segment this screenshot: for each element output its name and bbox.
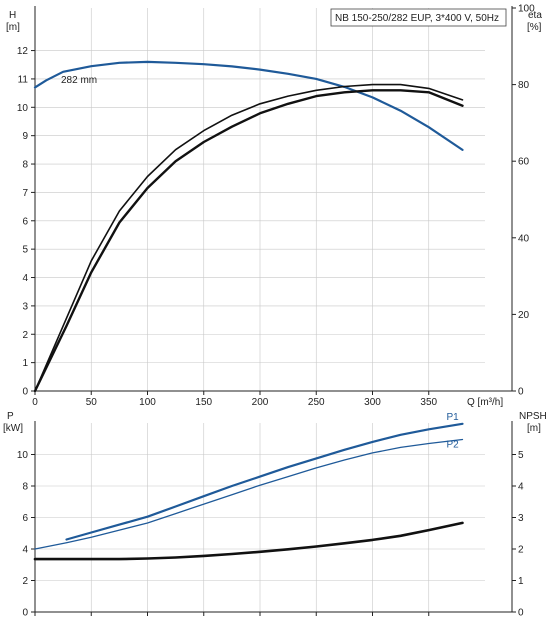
right-tick-label: 0	[518, 387, 524, 398]
x-tick-label: 150	[195, 397, 212, 408]
x-tick-label: 350	[420, 397, 437, 408]
model-label-frame	[330, 8, 507, 27]
x-tick-label: 300	[364, 397, 381, 408]
left-tick-label: 4	[22, 273, 28, 284]
npsh-axis-title: NPSH	[519, 411, 547, 422]
left-tick-label: 0	[22, 387, 28, 398]
eta-axis-unit: [%]	[527, 22, 542, 33]
series-p2-label: P2	[447, 440, 460, 451]
bottom-series: P1 P2	[33, 412, 464, 561]
series-p1-label: P1	[447, 412, 460, 423]
bottom-panel: 0 2 4 6 8 10 0 1 2 3 4 5 P1 P2 P [kW] NPSH [m]	[3, 411, 547, 619]
left-tick-label: 3	[22, 301, 28, 312]
right-tick-label: 80	[518, 80, 530, 91]
bottom-axes: 0 2 4 6 8 10 0 1 2 3 4 5	[17, 421, 524, 619]
left-tick-label: 9	[22, 131, 28, 142]
q-axis-title: Q [m³/h]	[467, 397, 503, 408]
left-tick-label: 12	[17, 46, 29, 57]
left-tick-label: 11	[18, 74, 29, 85]
left-tick-label: 6	[22, 513, 28, 524]
right-tick-label: 2	[518, 545, 524, 556]
model-label: NB 150-250/282 EUP, 3*400 V, 50Hz	[335, 13, 499, 24]
bottom-grid	[35, 423, 485, 612]
h-axis-title: H	[9, 10, 16, 21]
series-eta-line	[33, 89, 464, 393]
x-tick-label: 200	[252, 397, 269, 408]
series-npsh-line	[33, 521, 464, 561]
model-label-box: NB 150-250/282 EUP, 3*400 V, 50Hz	[330, 8, 507, 27]
left-tick-label: 10	[17, 103, 29, 114]
top-series	[33, 60, 464, 393]
npsh-axis-unit: [m]	[527, 423, 541, 434]
left-tick-label: 2	[22, 576, 28, 587]
series-p2-line	[34, 438, 464, 550]
x-tick-label: 0	[32, 397, 38, 408]
x-tick-label: 250	[308, 397, 325, 408]
series-eta-line	[34, 83, 464, 392]
right-tick-label: 3	[518, 513, 524, 524]
left-tick-label: 5	[22, 245, 28, 256]
left-tick-label: 0	[22, 608, 28, 619]
right-tick-label: 0	[518, 608, 524, 619]
left-tick-label: 2	[22, 330, 28, 341]
right-tick-label: 100	[518, 4, 535, 15]
right-tick-label: 40	[518, 233, 530, 244]
right-tick-label: 1	[518, 576, 524, 587]
left-tick-label: 10	[17, 450, 29, 461]
right-tick-label: 5	[518, 450, 524, 461]
x-tick-label: 50	[86, 397, 98, 408]
left-tick-label: 8	[22, 482, 28, 493]
left-tick-label: 8	[22, 160, 28, 171]
left-tick-label: 1	[22, 358, 28, 369]
right-tick-label: 4	[518, 482, 524, 493]
p-axis-unit: [kW]	[3, 423, 23, 434]
p-axis-title: P	[7, 411, 14, 422]
series-p1-line	[65, 422, 464, 541]
top-grid	[35, 8, 485, 391]
right-tick-label: 20	[518, 310, 530, 321]
h-axis-unit: [m]	[6, 22, 20, 33]
series-h-line	[33, 60, 464, 151]
eta-axis-title: eta	[528, 10, 542, 21]
left-tick-label: 7	[22, 188, 28, 199]
left-tick-label: 6	[22, 216, 28, 227]
right-tick-label: 60	[518, 157, 530, 168]
x-tick-label: 100	[139, 397, 156, 408]
left-tick-label: 4	[22, 545, 28, 556]
impeller-diameter-label: 282 mm	[61, 75, 97, 86]
